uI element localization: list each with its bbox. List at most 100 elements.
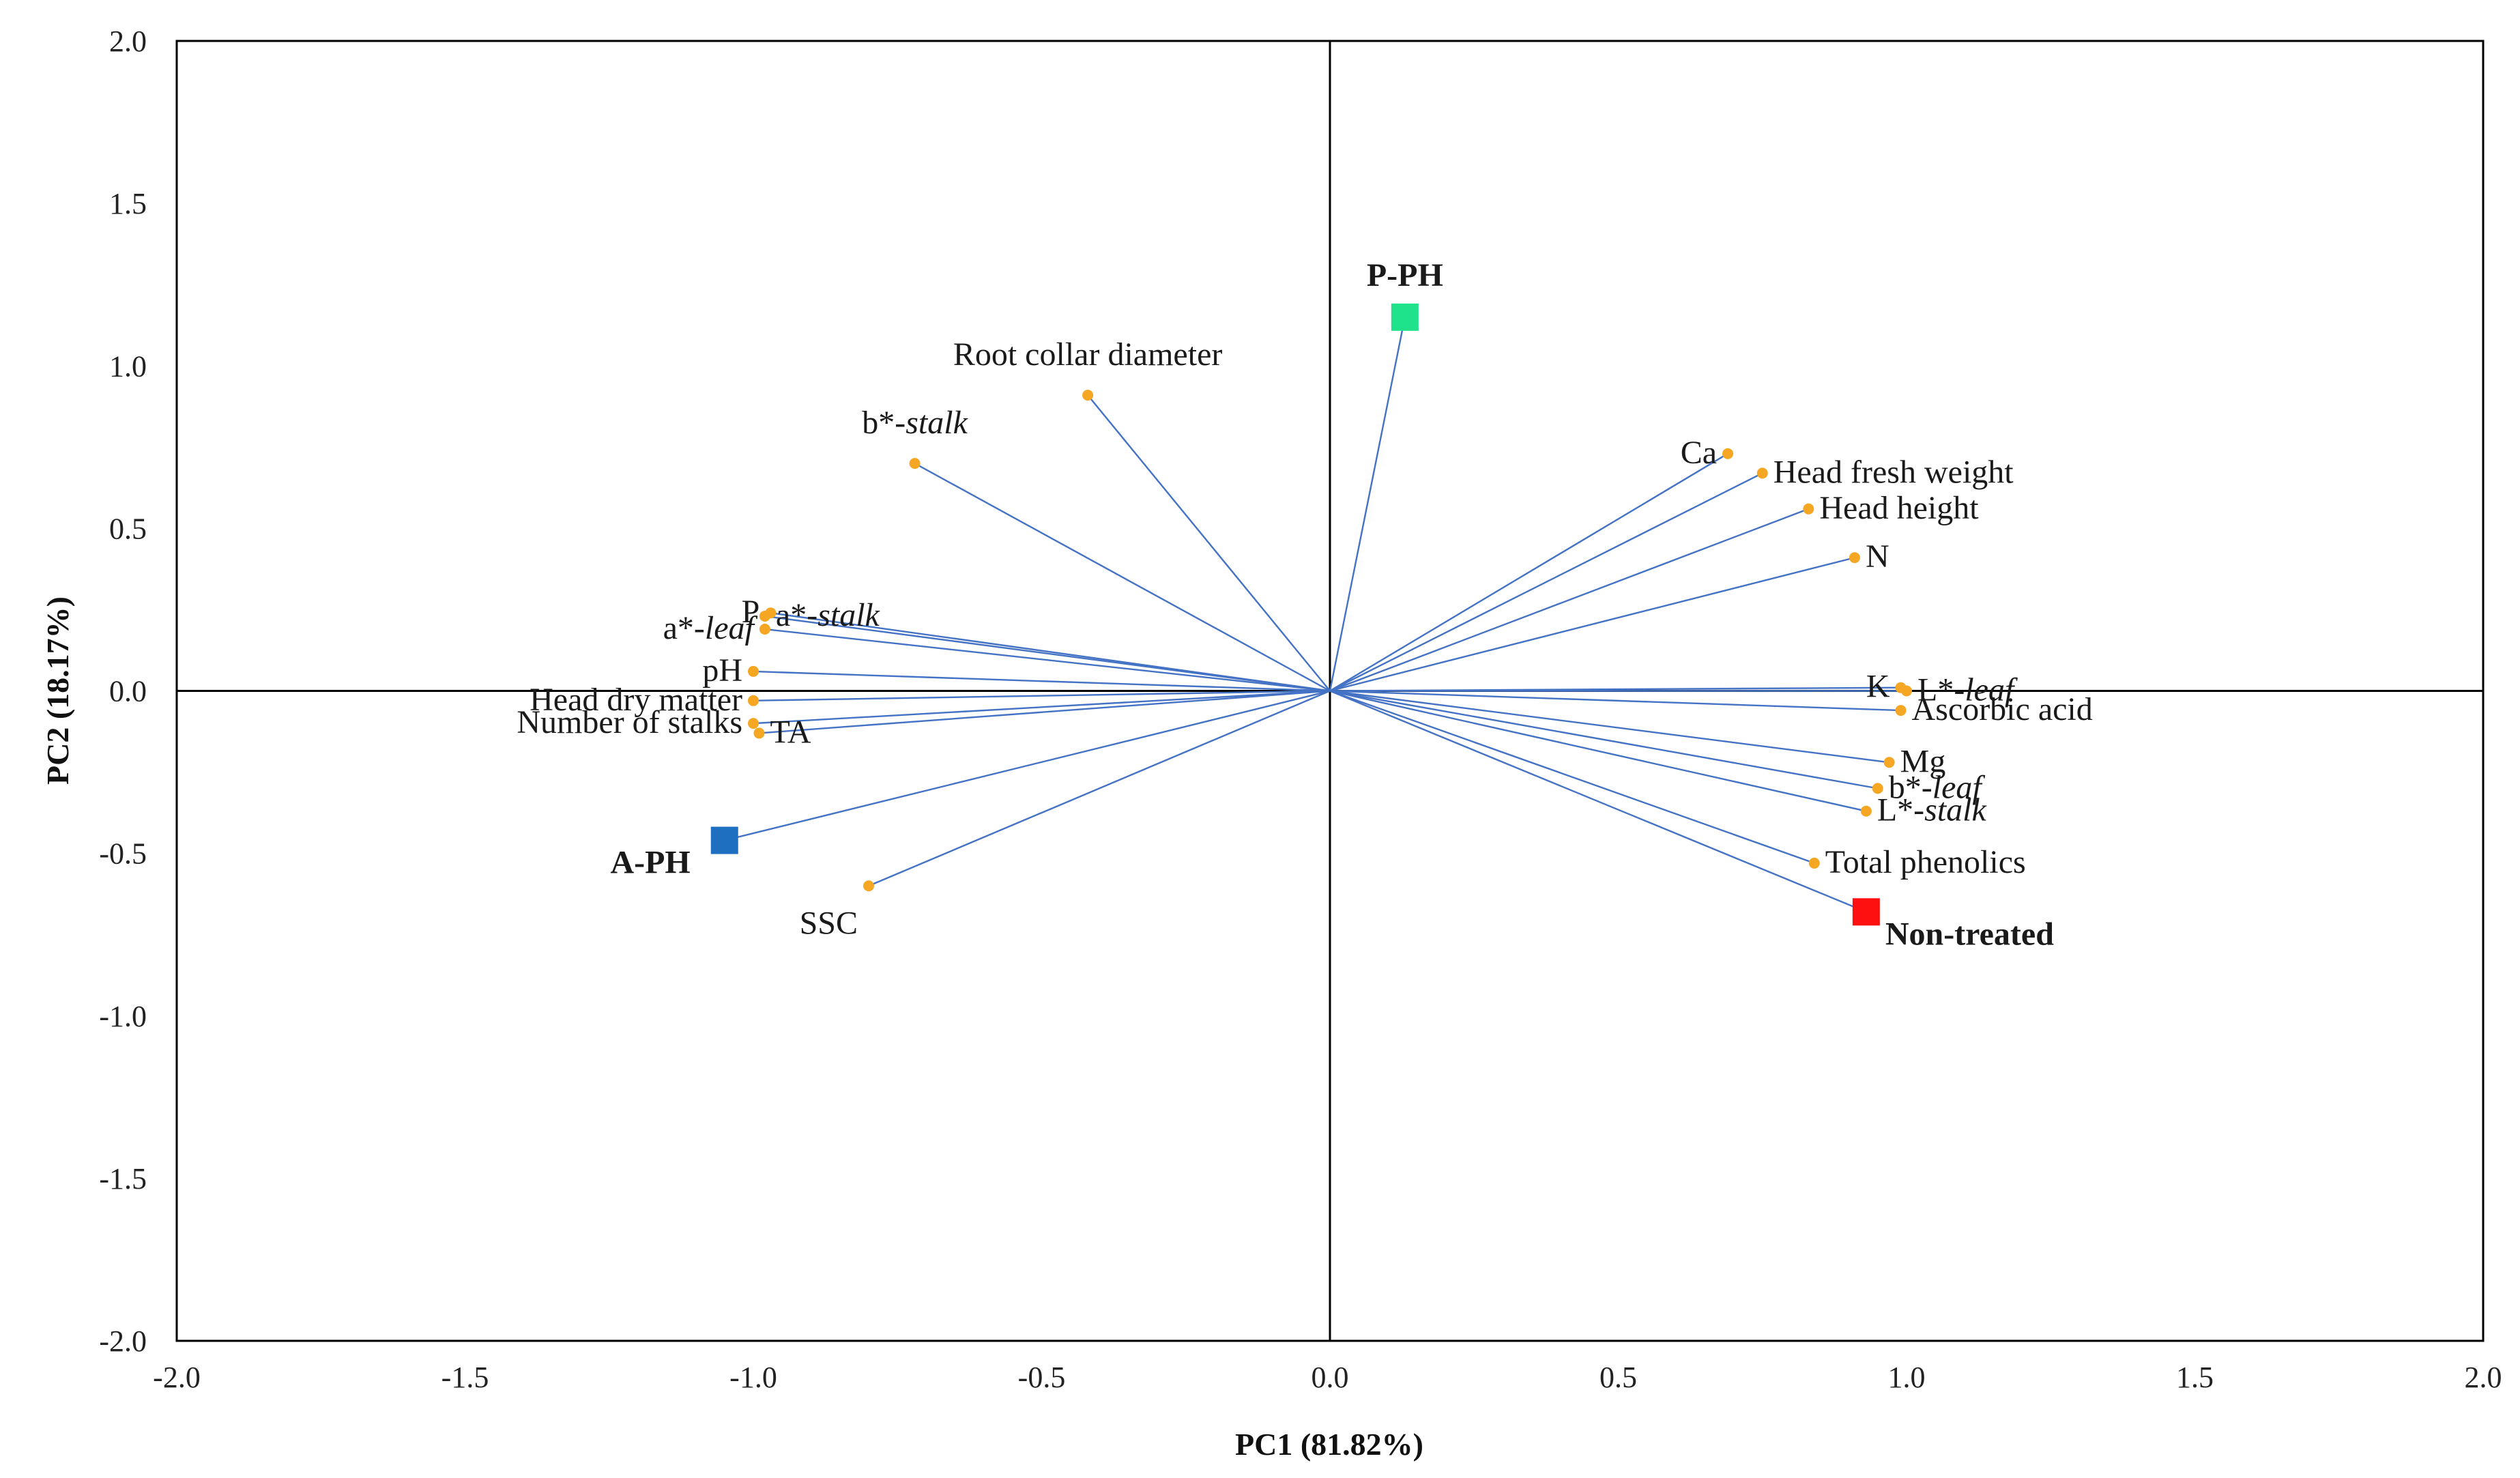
variable-points bbox=[748, 390, 1912, 892]
label-italic-a-leaf: leaf bbox=[705, 610, 758, 646]
label-text-a-stalk: a*- bbox=[776, 597, 817, 633]
label-b-stalk: b*-stalk bbox=[862, 405, 968, 441]
vector-n bbox=[1329, 557, 1855, 692]
point-b-stalk bbox=[909, 458, 921, 469]
point-l-stalk bbox=[1860, 805, 1872, 817]
label-italic-b-stalk: stalk bbox=[906, 405, 968, 441]
y-tick-label: 1.0 bbox=[109, 349, 147, 383]
point-n bbox=[1849, 552, 1860, 564]
vector-ph bbox=[753, 670, 1331, 692]
x-tick-label: -0.5 bbox=[1018, 1361, 1066, 1394]
label-text-number-of-stalks: Number of stalks bbox=[517, 704, 742, 740]
label-a-leaf: a*-leaf bbox=[663, 610, 758, 646]
label-text-n: N bbox=[1866, 538, 1889, 575]
label-italic-a-stalk: stalk bbox=[817, 597, 880, 633]
vector-l-stalk bbox=[1329, 690, 1867, 812]
point-number-of-stalks bbox=[748, 718, 759, 729]
point-b-leaf bbox=[1872, 783, 1883, 794]
vector-number-of-stalks bbox=[753, 690, 1331, 725]
label-k: K bbox=[1866, 669, 1890, 705]
y-axis-title: PC2 (18.17%) bbox=[40, 596, 75, 785]
label-text-b-leaf: b*- bbox=[1889, 769, 1932, 805]
x-tick-label: 1.0 bbox=[1888, 1361, 1926, 1394]
loading-vectors bbox=[724, 317, 1907, 913]
x-tick-label: -1.0 bbox=[729, 1361, 777, 1394]
label-text-b-stalk: b*- bbox=[862, 405, 906, 441]
label-b-leaf: b*-leaf bbox=[1889, 769, 1986, 805]
label-text-ascorbic-acid: Ascorbic acid bbox=[1912, 691, 2093, 727]
marker-a-ph bbox=[710, 826, 738, 854]
x-tick-labels: -2.0 -1.5 -1.0 -0.5 0.0 0.5 1.0 1.5 2.0 bbox=[153, 1361, 2502, 1394]
point-ph bbox=[748, 665, 759, 677]
label-text-head-fresh-weight: Head fresh weight bbox=[1773, 454, 2014, 490]
y-tick-label: 0.5 bbox=[109, 512, 147, 545]
label-ta: TA bbox=[770, 714, 811, 750]
marker-p-ph bbox=[1391, 303, 1419, 331]
label-a-stalk: a*-stalk bbox=[776, 597, 881, 633]
vector-a-leaf bbox=[764, 628, 1331, 692]
label-text-head-dry-matter: Head dry matter bbox=[530, 682, 742, 718]
y-tick-label: -1.5 bbox=[99, 1162, 147, 1196]
label-l-leaf: L*-leaf bbox=[1917, 672, 2018, 708]
x-tick-label: 0.5 bbox=[1599, 1361, 1637, 1394]
label-number-of-stalks: Number of stalks bbox=[517, 704, 742, 740]
label-mg: Mg bbox=[1900, 743, 1946, 779]
label-text-ta: TA bbox=[770, 714, 811, 750]
y-tick-label: -2.0 bbox=[99, 1324, 147, 1358]
label-head-height: Head height bbox=[1819, 490, 1979, 526]
vector-total-phenolics bbox=[1329, 690, 1815, 865]
point-ascorbic-acid bbox=[1895, 705, 1907, 716]
x-tick-label: 2.0 bbox=[2465, 1361, 2502, 1394]
y-tick-labels: -2.0 -1.5 -1.0 -0.5 0.0 0.5 1.0 1.5 2.0 bbox=[99, 25, 147, 1358]
label-n: N bbox=[1866, 538, 1889, 575]
point-head-height bbox=[1803, 503, 1814, 515]
point-head-fresh-weight bbox=[1756, 467, 1768, 479]
vector-ascorbic-acid bbox=[1329, 690, 1901, 712]
label-text-total-phenolics: Total phenolics bbox=[1825, 844, 2026, 880]
treatment-label-non-treated: Non-treated bbox=[1885, 916, 2054, 952]
label-root-collar-diameter: Root collar diameter bbox=[953, 336, 1223, 373]
point-a-leaf bbox=[759, 624, 770, 635]
vector-ca bbox=[1329, 452, 1728, 692]
label-ascorbic-acid: Ascorbic acid bbox=[1912, 691, 2093, 727]
label-text-p: P bbox=[742, 594, 760, 630]
x-tick-label: -2.0 bbox=[153, 1361, 201, 1394]
point-a-stalk bbox=[759, 610, 770, 622]
label-text-k: K bbox=[1866, 669, 1890, 705]
vector-mg bbox=[1329, 690, 1889, 764]
point-head-dry-matter bbox=[748, 695, 759, 706]
vector-head-height bbox=[1329, 508, 1809, 692]
label-italic-b-leaf: leaf bbox=[1932, 769, 1986, 805]
y-tick-label: -1.0 bbox=[99, 1000, 147, 1033]
point-l-leaf bbox=[1901, 685, 1912, 697]
point-total-phenolics bbox=[1808, 857, 1820, 869]
label-total-phenolics: Total phenolics bbox=[1825, 844, 2026, 880]
label-ph: pH bbox=[702, 652, 742, 689]
vector-ssc bbox=[868, 690, 1331, 887]
x-tick-label: 1.5 bbox=[2176, 1361, 2214, 1394]
vector-b-leaf bbox=[1329, 690, 1878, 789]
vector-a-stalk bbox=[764, 615, 1331, 692]
vector-root-collar-diameter bbox=[1087, 394, 1331, 692]
y-tick-label: -0.5 bbox=[99, 837, 147, 871]
vector-a-ph bbox=[724, 690, 1331, 841]
point-ca bbox=[1722, 448, 1734, 459]
x-tick-label: 0.0 bbox=[1312, 1361, 1349, 1394]
point-root-collar-diameter bbox=[1082, 390, 1094, 401]
label-italic-l-leaf: leaf bbox=[1965, 672, 2018, 708]
vector-ta bbox=[759, 690, 1331, 734]
label-text-head-height: Head height bbox=[1819, 490, 1979, 526]
y-tick-label: 2.0 bbox=[109, 25, 147, 58]
y-tick-label: 1.5 bbox=[109, 187, 147, 220]
label-p: P bbox=[742, 594, 760, 630]
treatment-label-a-ph: A-PH bbox=[610, 845, 690, 881]
point-ssc bbox=[863, 880, 874, 892]
label-text-mg: Mg bbox=[1900, 743, 1946, 779]
treatment-label-p-ph: P-PH bbox=[1367, 257, 1443, 293]
point-ta bbox=[753, 727, 765, 739]
vector-non-treated bbox=[1329, 690, 1867, 913]
x-tick-label: -1.5 bbox=[441, 1361, 489, 1394]
label-l-stalk: L*-stalk bbox=[1877, 792, 1988, 828]
